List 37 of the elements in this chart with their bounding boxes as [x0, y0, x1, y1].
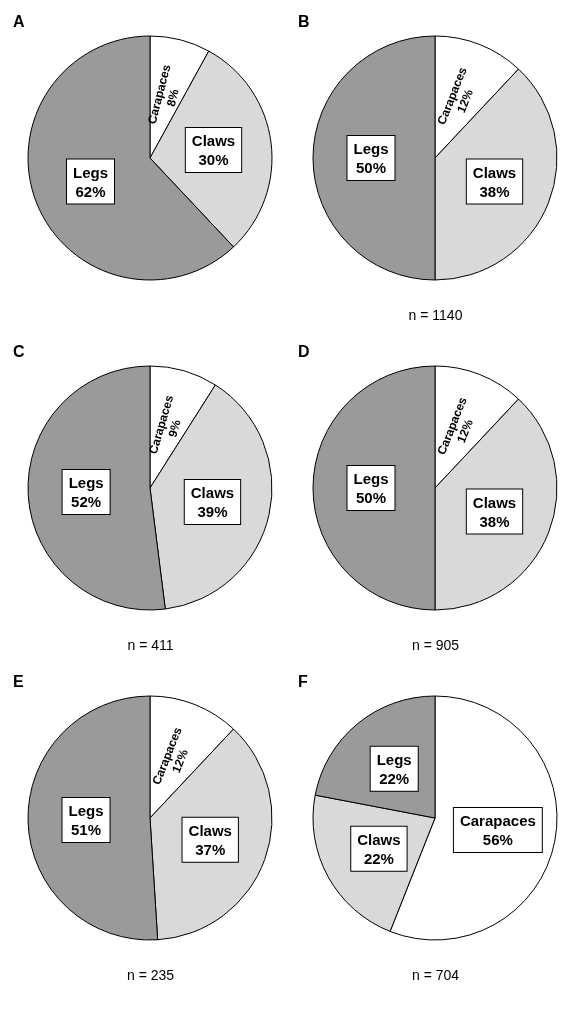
chart-title: F	[298, 672, 308, 690]
chart-title: E	[13, 672, 24, 690]
text: n = 1140	[408, 307, 463, 323]
text: n = 704	[411, 967, 460, 983]
slice-label: Claws	[190, 483, 235, 501]
data-label: 38%	[479, 512, 510, 530]
slice-label: Legs	[376, 750, 412, 768]
data-label: 56%	[482, 830, 513, 848]
data-label: 22%	[363, 849, 394, 867]
data-label: 50%	[355, 159, 387, 176]
slice-label: Claws	[357, 830, 401, 848]
text: n = 411	[127, 637, 174, 653]
data-label: 37%	[195, 840, 226, 858]
slice-label: Carapaces	[459, 811, 536, 829]
slice-label: Legs	[353, 140, 389, 157]
data-label: 30%	[198, 150, 229, 168]
data-label: 22%	[379, 769, 410, 787]
slice-label: Claws	[472, 163, 517, 181]
slice-label: Claws	[188, 821, 232, 839]
chart-title: B	[298, 12, 310, 30]
data-label: 38%	[479, 182, 510, 200]
data-label: 39%	[197, 502, 228, 520]
slice-label: Legs	[353, 470, 389, 487]
slice-label: Legs	[68, 474, 104, 492]
data-label: 51%	[71, 821, 102, 839]
text: n = 235	[126, 967, 175, 983]
data-label: 52%	[71, 493, 102, 511]
slice-label: Claws	[191, 131, 236, 149]
slice-label: Legs	[72, 163, 108, 181]
slice-label: Claws	[472, 493, 517, 511]
text: n = 905	[411, 637, 460, 653]
chart-title: C	[13, 342, 25, 360]
chart-title: A	[13, 12, 25, 30]
slice-label: Legs	[68, 802, 104, 820]
data-label: 50%	[355, 489, 387, 506]
data-label: 62%	[75, 182, 106, 200]
chart-title: D	[298, 342, 310, 360]
